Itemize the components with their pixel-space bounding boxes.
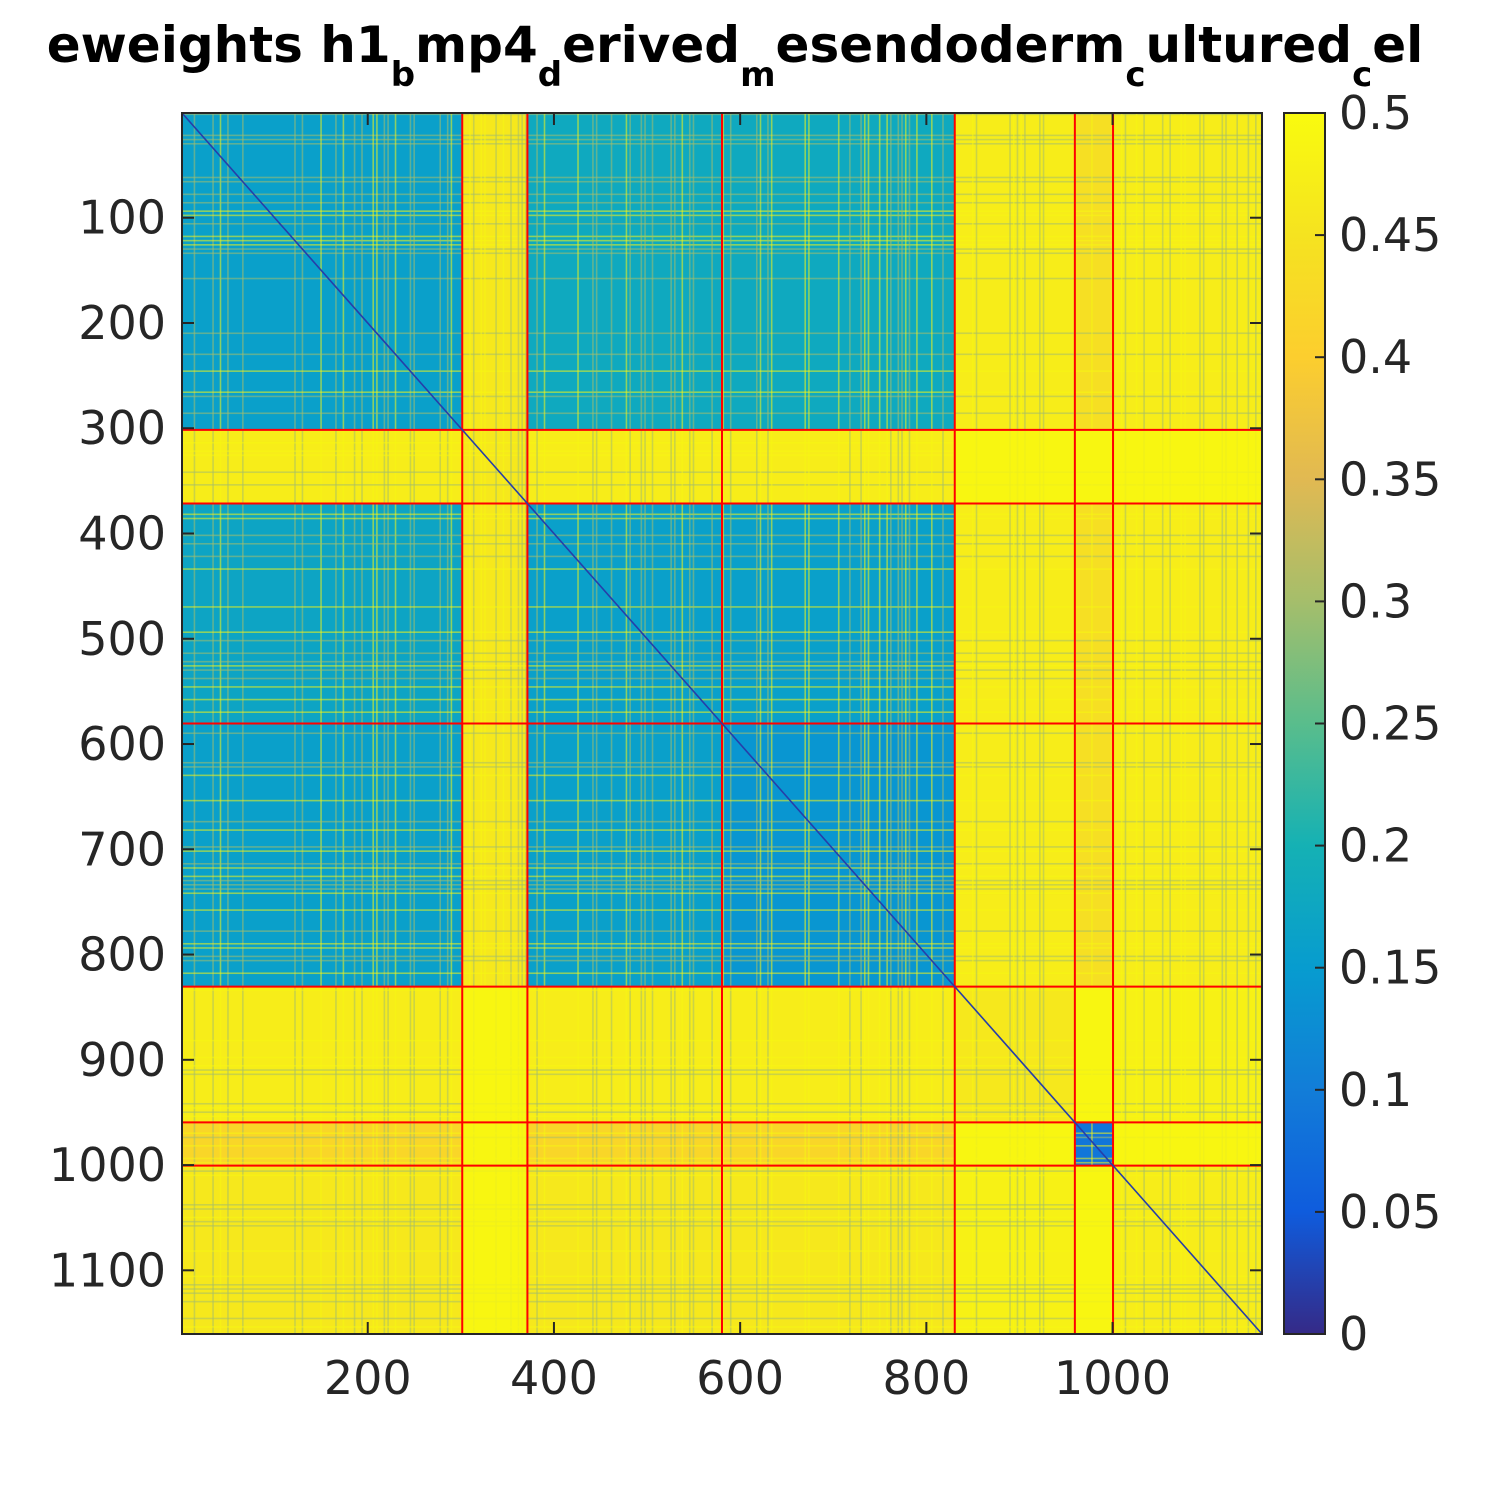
title-segment-2: mp4	[415, 16, 538, 74]
heatmap-block-0-6	[1113, 113, 1262, 430]
colorbar-tick-label-4: 0.2	[1339, 819, 1412, 873]
colorbar-tick-label-7: 0.35	[1339, 452, 1441, 506]
title-segment-8: ultured	[1145, 16, 1352, 74]
heatmap-overlay-4-1	[462, 986, 528, 1123]
title-segment-5: m	[740, 55, 775, 95]
heatmap-block-6-0	[182, 1165, 463, 1334]
title-segment-9: c	[1352, 55, 1372, 95]
colorbar-tick-label-3: 0.15	[1339, 941, 1441, 995]
x-tick-label-3: 800	[882, 1351, 970, 1405]
y-tick-label-10: 1100	[49, 1243, 166, 1297]
heatmap-overlay-5-6	[1113, 1122, 1262, 1166]
x-tick-label-2: 600	[696, 1351, 784, 1405]
colorbar: 0 0.05 0.1 0.15 0.2 0.25 0.3 0.35 0.4 0.45 0.5	[1283, 86, 1441, 1361]
heatmap-block-0-5	[1074, 113, 1114, 430]
heatmap-overlay-6-1	[462, 1165, 528, 1334]
y-tick-label-6: 700	[78, 822, 166, 876]
heatmap-overlay-5-1	[462, 1122, 528, 1166]
y-tick-label-9: 1000	[49, 1138, 166, 1192]
y-tick-label-4: 500	[78, 612, 166, 666]
heatmap-overlay-1-4	[954, 429, 1075, 504]
x-tick-label-0: 200	[324, 1351, 412, 1405]
plot-frame	[181, 112, 1263, 1335]
heatmap-block-4-0	[182, 986, 463, 1123]
heatmap-overlay-5-4	[954, 1122, 1075, 1166]
heatmap-block-6-4	[954, 1165, 1075, 1334]
title-segment-6: esendoderm	[776, 16, 1126, 74]
heatmap-block-4-6	[1113, 986, 1262, 1123]
colorbar-tick-label-6: 0.3	[1339, 574, 1412, 628]
heatmap-block-2-5	[1074, 503, 1114, 724]
y-tick-label-3: 400	[78, 507, 166, 561]
heatmap-overlay-6-5	[1074, 1165, 1114, 1334]
y-tick-label-5: 600	[78, 717, 166, 771]
diagonal-layer	[181, 112, 1263, 1335]
y-tick-label-0: 100	[78, 191, 166, 245]
heatmap-overlay-1-5	[1074, 429, 1114, 504]
colorbar-tick-label-2: 0.1	[1339, 1063, 1412, 1117]
y-tick-label-1: 200	[78, 296, 166, 350]
x-tick-label-4: 1000	[1054, 1351, 1171, 1405]
y-axis: 100 200 300 400 500 600 700 800 900 1000 1100	[49, 191, 1262, 1297]
chart-title: eweights h1bmp4derivedmesendodermculture…	[47, 16, 1424, 95]
title-segment-3: d	[538, 55, 562, 95]
heatmap-block-2-6	[1113, 503, 1262, 724]
title-segment-0: eweights h1	[47, 16, 391, 74]
x-axis: 200 400 600 800 1000	[324, 113, 1171, 1405]
x-tick-label-1: 400	[510, 1351, 598, 1405]
title-segment-10: el	[1372, 16, 1423, 74]
colorbar-tick-label-1: 0.05	[1339, 1185, 1441, 1239]
heatmap-overlay-1-6	[1113, 429, 1262, 504]
heatmap-block-1-0	[182, 429, 463, 504]
heatmap-block-2-0	[182, 503, 463, 724]
colorbar-tick-label-5: 0.25	[1339, 697, 1441, 751]
colorbar-tick-label-9: 0.45	[1339, 208, 1441, 262]
title-segment-1: b	[391, 55, 415, 95]
heatmap-overlay-4-5	[1074, 986, 1114, 1123]
diagonal-line	[181, 112, 1263, 1335]
y-tick-label-8: 900	[78, 1033, 166, 1087]
colorbar-tick-label-10: 0.5	[1339, 86, 1412, 140]
heatmap-block-0-4	[954, 113, 1075, 430]
title-segment-4: erived	[562, 16, 740, 74]
title-segment-7: c	[1125, 55, 1145, 95]
colorbar-tick-label-0: 0	[1339, 1307, 1368, 1361]
y-tick-label-2: 300	[78, 401, 166, 455]
y-tick-label-7: 800	[78, 928, 166, 982]
colorbar-tick-label-8: 0.4	[1339, 330, 1412, 384]
